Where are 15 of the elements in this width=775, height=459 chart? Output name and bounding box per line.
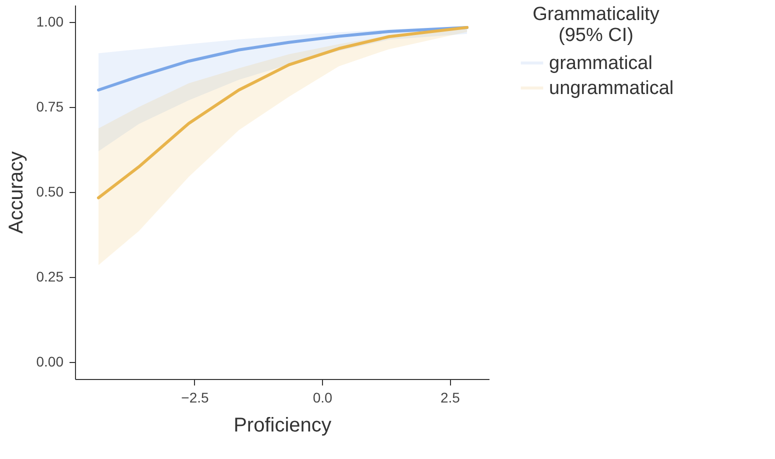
legend-title: Grammaticality (95% CI) (532, 4, 660, 46)
y-tick-label: 0.25 (36, 268, 64, 284)
x-tick-label: −2.5 (181, 390, 209, 406)
y-axis-title: Accuracy (5, 151, 28, 234)
x-tick-label: 2.5 (440, 390, 460, 406)
legend-label: grammatical (549, 53, 652, 74)
y-tick-label: 0.00 (36, 354, 64, 370)
x-axis-title: Proficiency (234, 414, 332, 436)
line-series (96, 26, 469, 200)
line-series (96, 26, 469, 92)
y-tick-label: 0.50 (36, 184, 64, 200)
legend-label: ungrammatical (549, 78, 674, 99)
y-tick-label: 0.75 (36, 98, 64, 114)
x-tick-label: 0.0 (312, 390, 333, 406)
y-tick-label: 1.00 (36, 14, 64, 30)
